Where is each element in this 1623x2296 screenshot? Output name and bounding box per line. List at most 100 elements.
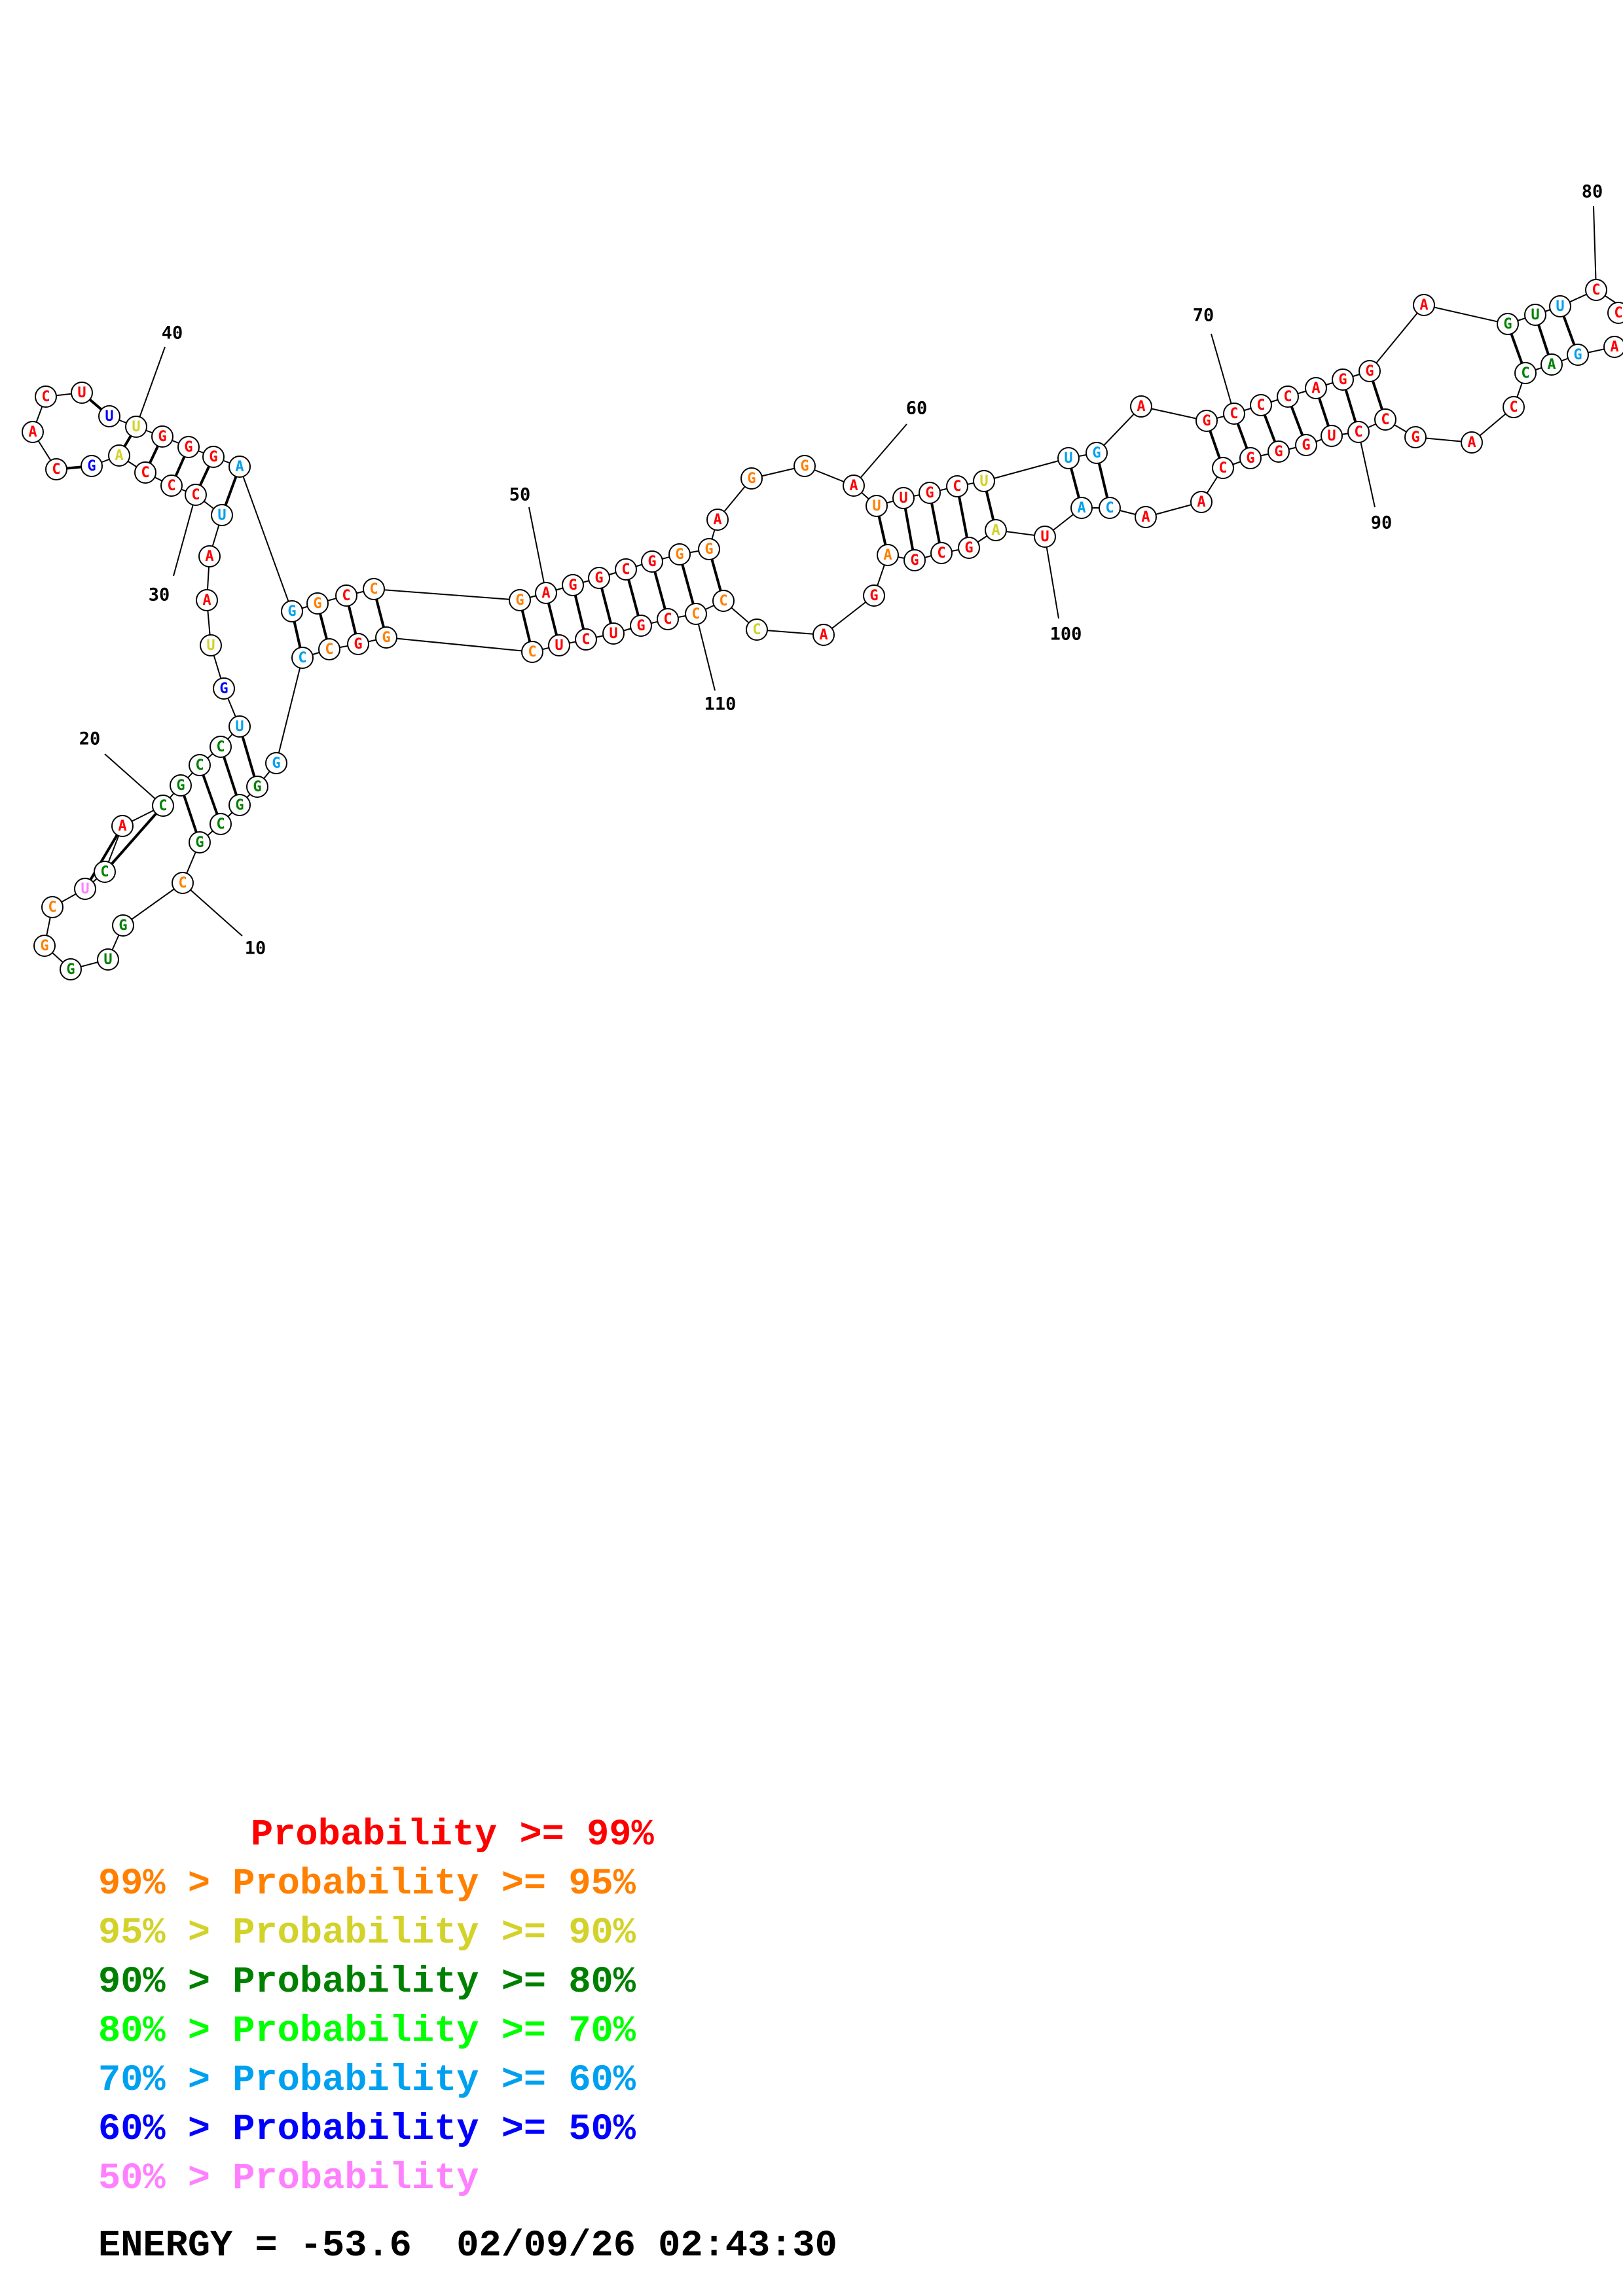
nucleotide-letter: G [1365, 363, 1374, 380]
nucleotide-letter: G [253, 779, 261, 795]
nucleotide-letter: U [979, 473, 988, 490]
nucleotide-circle [1585, 279, 1607, 301]
position-number-label: 20 [79, 729, 101, 749]
nucleotide-letter: C [41, 389, 50, 405]
nucleotide-letter: G [354, 636, 362, 653]
nucleotide-a: A [812, 624, 835, 646]
nucleotide-letter: A [713, 512, 721, 528]
nucleotide-circle [812, 624, 835, 646]
nucleotide-letter: G [158, 429, 166, 445]
nucleotide-circle [1070, 497, 1093, 519]
nucleotide-letter: G [1092, 445, 1101, 461]
nucleotide-letter: G [209, 449, 217, 465]
nucleotide-letter: C [1105, 500, 1114, 516]
nucleotide-circle [228, 715, 251, 738]
nucleotide-g: G [740, 467, 763, 490]
nucleotide-circle [630, 615, 652, 637]
nucleotide-letter: G [1302, 437, 1310, 454]
nucleotide-letter: G [647, 554, 656, 570]
nucleotide-circle [1549, 295, 1571, 317]
base-pair-bond [103, 804, 164, 873]
nucleotide-circle [1497, 313, 1519, 335]
nucleotide-circle [363, 578, 385, 600]
nucleotide-circle [335, 584, 357, 607]
nucleotide-g: G [958, 537, 980, 559]
nucleotide-g: G [509, 589, 531, 611]
nucleotide-letter: G [87, 458, 96, 475]
nucleotide-c: C [521, 641, 543, 663]
nucleotide-a: A [1070, 497, 1093, 519]
legend-prefix: 60% > [98, 2109, 233, 2151]
nucleotide-letter: A [1467, 435, 1476, 451]
position-tick [1044, 536, 1059, 619]
nucleotide-g: G [1497, 313, 1519, 335]
nucleotide-u: U [98, 405, 120, 427]
position-tick [104, 753, 164, 806]
nucleotide-letter: G [594, 570, 603, 586]
nucleotide-letter: U [103, 952, 112, 968]
nucleotide-g: G [1195, 410, 1218, 432]
nucleotide-letter: C [141, 465, 149, 481]
nucleotide-g: G [228, 794, 251, 816]
nucleotide-a: A [706, 509, 729, 531]
position-tick [528, 507, 547, 594]
position-number-label: 90 [1371, 513, 1393, 533]
nucleotide-c: C [1347, 421, 1370, 443]
nucleotide-a: A [196, 589, 218, 611]
position-number-label: 10 [245, 939, 266, 959]
nucleotide-circle [985, 519, 1007, 541]
nucleotide-circle [200, 634, 222, 656]
nucleotide-c: C [1250, 394, 1272, 416]
nucleotide-circle [1239, 447, 1262, 469]
nucleotide-c: C [210, 813, 232, 835]
nucleotide-u: U [602, 622, 625, 645]
nucleotide-circle [746, 619, 768, 641]
nucleotide-c: C [712, 590, 735, 612]
nucleotide-g: G [630, 615, 652, 637]
nucleotide-letter: U [77, 385, 86, 401]
nucleotide-circle [863, 584, 885, 607]
nucleotide-circle [1347, 421, 1370, 443]
nucleotide-letter: C [1283, 389, 1292, 405]
nucleotide-circle [1332, 368, 1354, 391]
backbone-segment [239, 466, 293, 612]
nucleotide-g: G [1567, 344, 1589, 366]
nucleotide-u: U [892, 487, 915, 509]
nucleotide-circle [210, 813, 232, 835]
nucleotide-letter: A [1419, 297, 1428, 314]
nucleotide-letter: G [235, 797, 244, 814]
nucleotide-circle [1607, 302, 1623, 324]
nucleotide-c: C [1212, 457, 1234, 479]
nucleotide-circle [94, 861, 116, 883]
nucleotide-circle [1541, 353, 1563, 376]
nucleotide-c: C [1099, 497, 1121, 519]
backbone-segment [276, 657, 303, 764]
nucleotide-c: C [45, 458, 67, 480]
nucleotide-letter: G [176, 778, 185, 794]
nucleotide-g: G [112, 914, 134, 937]
position-number-ticks: 10 20 30 40 50 60 70 80 90 100 110 [79, 182, 1603, 959]
nucleotide-circle [843, 475, 865, 497]
nucleotide-c: C [1514, 362, 1537, 384]
position-tick [1358, 431, 1376, 508]
nucleotide-letter: C [216, 739, 225, 755]
nucleotide-circle [246, 776, 268, 798]
nucleotide-circle [41, 896, 64, 918]
nucleotide-c: C [172, 872, 194, 894]
nucleotide-letter: C [167, 478, 175, 494]
nucleotide-circle [125, 416, 147, 438]
nucleotide-a: A [1461, 431, 1483, 454]
legend-entry-95: 99% > Probability >= 95% [98, 1860, 636, 1909]
nucleotide-g: G [668, 543, 691, 565]
nucleotide-letter: G [704, 541, 713, 558]
nucleotide-circle [151, 425, 173, 448]
nucleotide-circle [588, 567, 610, 589]
legend-entry-90: 95% > Probability >= 90% [98, 1909, 636, 1958]
nucleotide-c: C [189, 754, 211, 776]
legend-label: Probability >= 60% [232, 2060, 636, 2102]
nucleotide-letter: C [528, 644, 536, 660]
nucleotide-circle [903, 549, 926, 571]
backbone-segment [756, 629, 824, 636]
nucleotide-circle [641, 550, 663, 573]
